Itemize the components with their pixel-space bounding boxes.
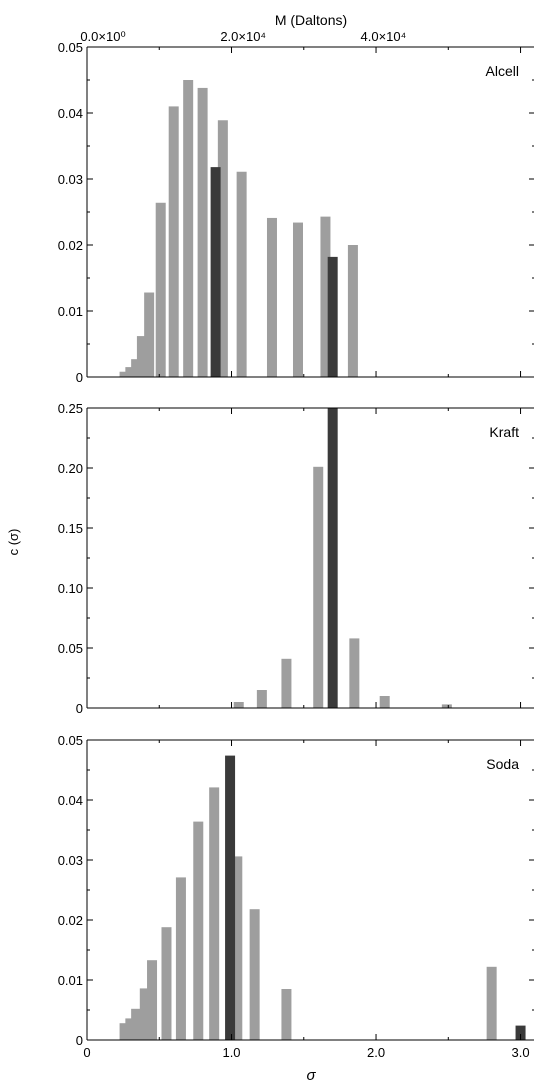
y-tick-label: 0.05	[58, 40, 83, 55]
top-tick-label: 0.0×10⁰	[80, 29, 125, 44]
x-tick-label: 1.0	[222, 1045, 240, 1060]
bar-light	[232, 856, 243, 1040]
bar-light	[281, 989, 292, 1040]
bar-light	[175, 877, 186, 1040]
bar-dark	[327, 256, 338, 377]
y-tick-label: 0.03	[58, 853, 83, 868]
bar-light	[320, 216, 331, 377]
y-axis-title: c (σ)	[6, 529, 21, 556]
y-tick-label: 0.03	[58, 172, 83, 187]
bar-light	[209, 787, 220, 1040]
bar-dark	[210, 167, 221, 377]
x-tick-label: 2.0	[367, 1045, 385, 1060]
bar-light	[486, 966, 497, 1040]
y-tick-label: 0	[76, 1033, 83, 1048]
bar-light	[136, 336, 147, 377]
y-tick-label: 0.01	[58, 973, 83, 988]
bar-light	[183, 80, 194, 377]
bar-light	[266, 217, 277, 377]
bar-light	[197, 87, 208, 378]
chart-panels: 0 0.01 0.02 0.03 0.04 0.05 Alcell 0.0×10⁰ 2.0×10…	[58, 29, 534, 1060]
y-tick-label: 0.05	[58, 641, 83, 656]
bar-light	[441, 704, 452, 708]
bar-light	[349, 638, 360, 708]
panel-label: Alcell	[486, 63, 519, 79]
bar-light	[256, 690, 267, 708]
bar-light	[155, 202, 166, 377]
bar-dark	[327, 408, 338, 708]
bar-light	[161, 927, 172, 1040]
bar-light	[125, 1018, 136, 1040]
bar-light	[119, 1023, 130, 1040]
y-tick-label: 0.10	[58, 581, 83, 596]
y-tick-label: 0.01	[58, 304, 83, 319]
bar-light	[249, 909, 260, 1040]
y-tick-label: 0.04	[58, 793, 83, 808]
y-tick-label: 0.05	[58, 733, 83, 748]
bar-light	[119, 371, 130, 377]
x-axis-title: σ	[306, 1067, 316, 1080]
bar-light	[131, 359, 142, 377]
top-axis-title: M (Daltons)	[275, 12, 347, 28]
y-tick-label: 0	[76, 701, 83, 716]
y-tick-label: 0.04	[58, 106, 83, 121]
y-tick-label: 0.02	[58, 238, 83, 253]
bar-light	[144, 292, 155, 377]
bar-light	[131, 1008, 142, 1040]
bar-dark	[225, 755, 236, 1040]
panel-label: Soda	[486, 756, 519, 772]
x-tick-label: 0	[83, 1045, 90, 1060]
bar-light	[125, 367, 136, 377]
top-tick-label: 2.0×10⁴	[220, 29, 266, 44]
bar-light	[139, 988, 150, 1040]
bar-light	[217, 120, 228, 377]
bar-dark	[515, 1025, 526, 1040]
bar-light	[193, 821, 204, 1040]
bar-light	[292, 222, 303, 377]
x-tick-label: 3.0	[512, 1045, 530, 1060]
bar-light	[233, 702, 244, 708]
bar-light	[379, 696, 390, 708]
top-tick-label: 4.0×10⁴	[361, 29, 407, 44]
panel-label: Kraft	[489, 424, 519, 440]
bar-light	[236, 171, 247, 377]
y-tick-label: 0.02	[58, 913, 83, 928]
y-tick-label: 0.20	[58, 461, 83, 476]
bar-light	[313, 466, 324, 708]
bar-light	[168, 106, 179, 378]
y-tick-label: 0.15	[58, 521, 83, 536]
bar-light	[281, 658, 292, 708]
y-tick-label: 0.25	[58, 401, 83, 416]
bar-light	[347, 245, 358, 377]
bar-light	[147, 960, 158, 1040]
y-tick-label: 0	[76, 370, 83, 385]
